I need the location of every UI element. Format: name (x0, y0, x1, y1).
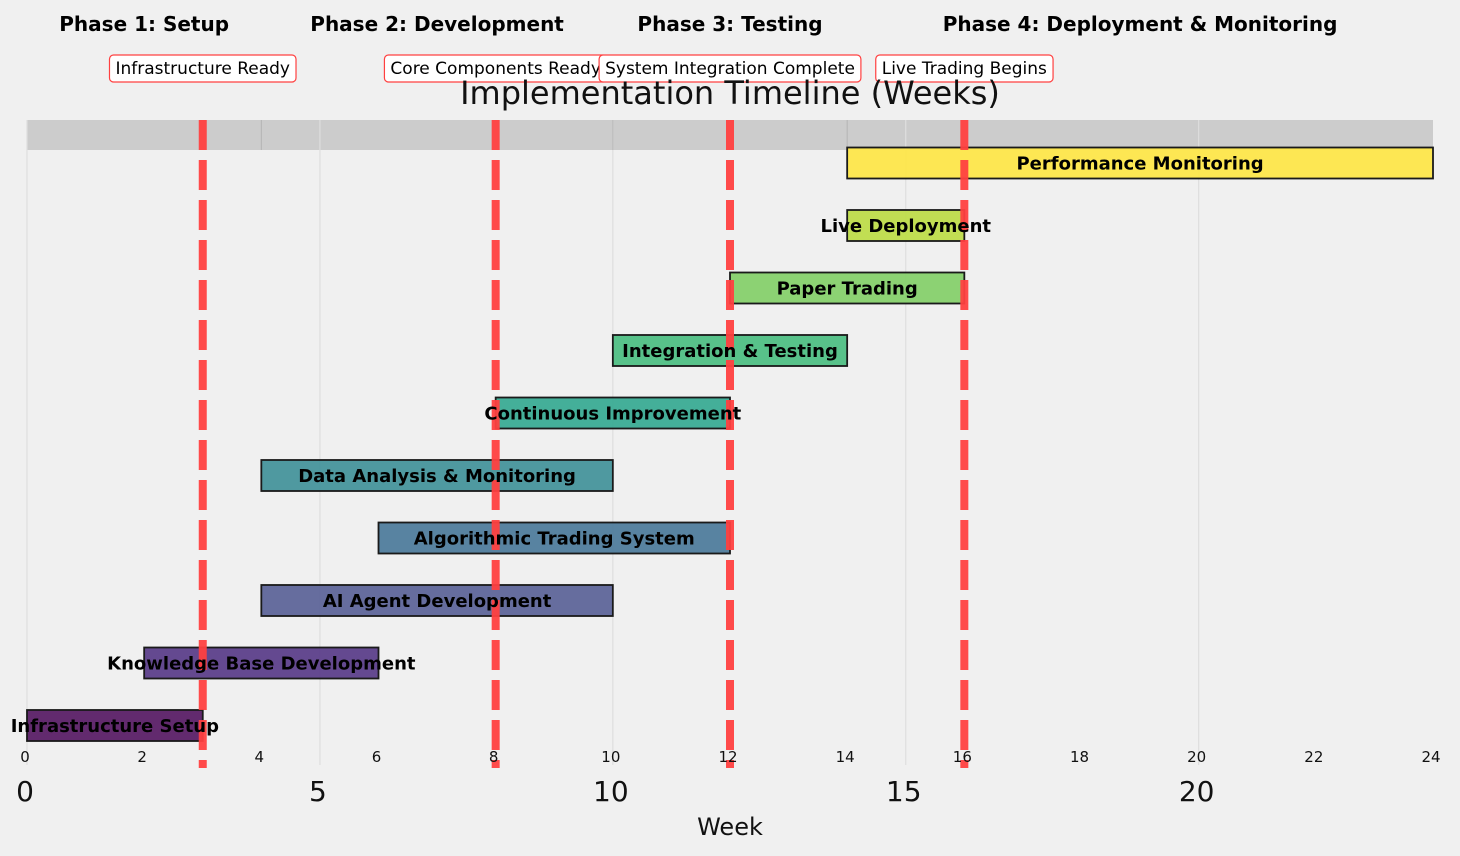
milestone-lines (198, 120, 969, 768)
task-label: Data Analysis & Monitoring (298, 466, 576, 487)
minor-tick-label: 16 (953, 748, 972, 766)
task-bar (846, 209, 966, 242)
task-bar (494, 396, 731, 430)
milestone-badge: System Integration Complete (598, 54, 862, 83)
task-bar (143, 646, 380, 680)
milestone-label: Infrastructure Ready (115, 59, 290, 79)
task-bar (377, 521, 731, 555)
x-axis-label: Week (697, 813, 763, 841)
milestone-label: System Integration Complete (605, 59, 855, 79)
minor-tick-label: 4 (255, 748, 265, 766)
task-bar (260, 584, 614, 617)
phase-labels: Phase 1: Setup Phase 2: Development Phase … (59, 12, 1337, 36)
milestone-label: Live Trading Begins (882, 59, 1047, 79)
task-label: Paper Trading (777, 279, 918, 300)
chart-title: Implementation Timeline (Weeks) (460, 74, 1000, 112)
task-labels: Infrastructure Setup Knowledge Base Devel… (11, 154, 1264, 738)
minor-tick-label: 8 (489, 748, 499, 766)
x-axis-ticks: 0 2 4 6 8 10 12 14 16 18 20 22 240 5 10 15 20 (16, 748, 1440, 808)
minor-tick-label: 2 (137, 748, 147, 766)
phase-label: Phase 4: Deployment & Monitoring (943, 12, 1338, 36)
milestone-badge: Infrastructure Ready (108, 54, 297, 83)
major-tick-label: 5 (309, 775, 327, 808)
phase-label: Phase 2: Development (310, 12, 564, 36)
task-label: Algorithmic Trading System (414, 529, 695, 550)
task-label: Knowledge Base Development (107, 654, 416, 675)
task-label: Infrastructure Setup (11, 716, 219, 737)
minor-tick-label: 10 (601, 748, 620, 766)
minor-tick-label: 20 (1187, 748, 1206, 766)
phase-label: Phase 3: Testing (637, 12, 822, 36)
milestone-badge: Live Trading Begins (875, 54, 1054, 83)
task-label: Performance Monitoring (1016, 154, 1263, 175)
minor-tick-label: 18 (1070, 748, 1089, 766)
major-tick-label: 0 (16, 775, 34, 808)
task-label: Integration & Testing (622, 341, 838, 362)
minor-tick-label: 12 (718, 748, 737, 766)
milestone-box (598, 54, 862, 83)
minor-tick-label: 14 (836, 748, 855, 766)
milestone-box (875, 54, 1054, 83)
major-tick-label: 15 (886, 775, 922, 808)
task-label: AI Agent Development (323, 591, 552, 612)
task-label: Live Deployment (820, 216, 991, 237)
task-bar (26, 709, 204, 742)
milestone-badge: Core Components Ready (383, 54, 608, 83)
phase-label: Phase 1: Setup (59, 12, 229, 36)
minor-tick-label: 0 (20, 748, 30, 766)
milestone-box (108, 54, 297, 83)
task-bar (846, 146, 1434, 180)
milestone-label: Core Components Ready (390, 59, 600, 79)
task-bar (260, 459, 614, 492)
major-tick-label: 10 (593, 775, 629, 808)
task-label: Continuous Improvement (484, 404, 741, 425)
milestone-labels: Infrastructure Ready Core Components Read… (108, 54, 1054, 83)
minor-tick-label: 22 (1304, 748, 1323, 766)
minor-tick-label: 24 (1421, 748, 1440, 766)
major-tick-label: 20 (1179, 775, 1215, 808)
minor-tick-label: 6 (372, 748, 382, 766)
